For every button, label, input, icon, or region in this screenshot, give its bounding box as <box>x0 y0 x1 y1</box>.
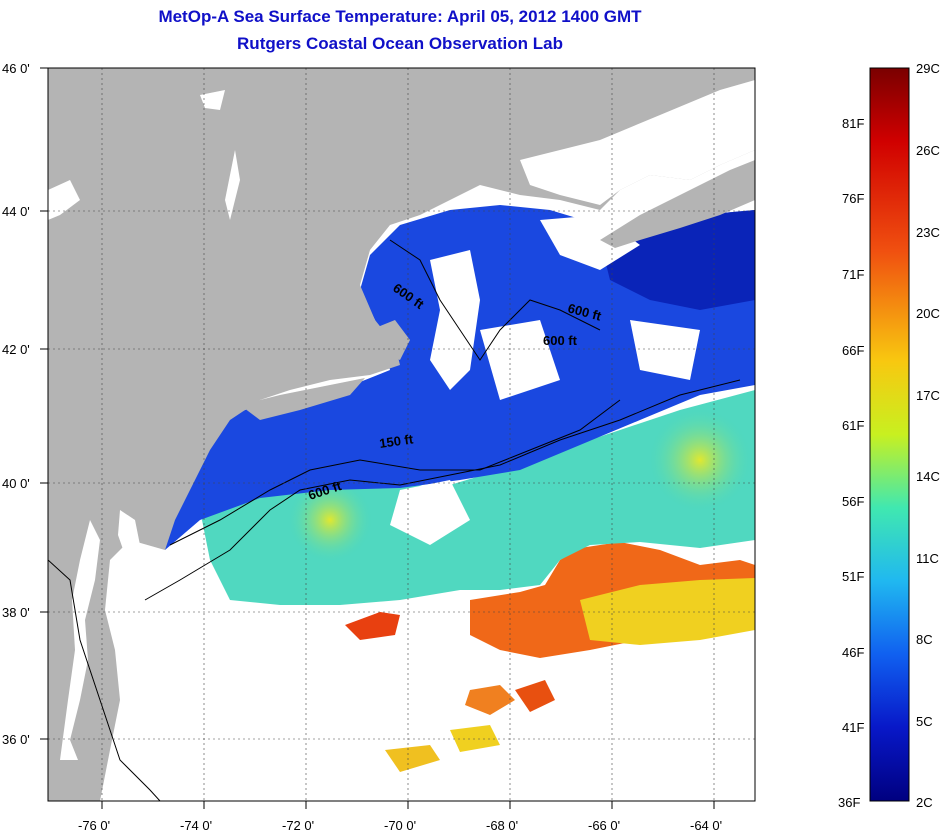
colorbar <box>869 67 910 802</box>
cbar-c-8: 8C <box>916 632 933 647</box>
cbar-f-36: 36F <box>838 795 861 810</box>
contour-label-4: 150 ft <box>378 431 414 451</box>
lat-label-46: 46 0' <box>2 61 30 76</box>
lon-label-66: -66 0' <box>588 818 621 833</box>
map-subtitle: Rutgers Coastal Ocean Observation Lab <box>237 34 563 53</box>
cloud-gap-2 <box>540 215 640 270</box>
lon-label-74: -74 0' <box>180 818 213 833</box>
lon-label-72: -72 0' <box>282 818 315 833</box>
contour-150ft <box>169 399 621 546</box>
sst-warm-patch-2 <box>515 680 555 712</box>
cbar-c-29: 29C <box>916 61 940 76</box>
lake-1 <box>200 90 225 110</box>
sst-warm-patch-3 <box>385 745 440 772</box>
cbar-f-81: 81F <box>842 116 865 131</box>
lon-label-70: -70 0' <box>384 818 417 833</box>
lake-champlain <box>225 150 240 220</box>
sst-warm-patch-1 <box>465 685 515 715</box>
map-title: MetOp-A Sea Surface Temperature: April 0… <box>158 7 642 26</box>
contour-gom <box>389 239 601 361</box>
cbar-c-26: 26C <box>916 143 940 158</box>
cbar-c-11: 11C <box>916 551 939 566</box>
cbar-c-5: 5C <box>916 714 933 729</box>
contour-600ft-shelf <box>144 379 741 601</box>
contour-coast <box>48 559 161 801</box>
lon-label-76: -76 0' <box>78 818 111 833</box>
cbar-f-41: 41F <box>842 720 865 735</box>
map-frame <box>47 67 756 802</box>
lat-label-36: 36 0' <box>2 732 30 747</box>
delaware-bay <box>118 510 140 555</box>
grid <box>48 68 755 801</box>
gulf-of-st-lawrence <box>520 80 755 205</box>
land-mainland <box>48 68 755 801</box>
cbar-f-76: 76F <box>842 191 865 206</box>
cbar-f-71: 71F <box>842 267 865 282</box>
cbar-c-17: 17C <box>916 388 940 403</box>
land-long-island <box>240 378 365 420</box>
contour-label-3: 600 ft <box>543 333 578 348</box>
lat-label-40: 40 0' <box>2 476 30 491</box>
lat-label-42: 42 0' <box>2 342 30 357</box>
sst-warm-patch-4 <box>450 725 500 752</box>
lon-label-68: -68 0' <box>486 818 519 833</box>
cloud-gap-5 <box>480 320 560 400</box>
cbar-f-66: 66F <box>842 343 865 358</box>
cbar-c-14: 14C <box>916 469 940 484</box>
cbar-f-56: 56F <box>842 494 865 509</box>
cbar-c-23: 23C <box>916 225 940 240</box>
sst-yellow-eddy <box>285 475 375 565</box>
sst-yellow-south <box>580 578 755 645</box>
land-nova-scotia <box>600 160 755 248</box>
land-cape-cod <box>370 320 410 360</box>
lat-label-38: 38 0' <box>2 605 30 620</box>
lat-label-44: 44 0' <box>2 204 30 219</box>
cbar-f-51: 51F <box>842 569 865 584</box>
sst-warm-region-2 <box>345 612 400 640</box>
cloud-gap-4 <box>630 320 700 380</box>
cbar-f-61: 61F <box>842 418 865 433</box>
sst-yellow-east <box>645 405 755 515</box>
cbar-c-2: 2C <box>916 795 933 810</box>
cbar-f-46: 46F <box>842 645 865 660</box>
axis-ticks <box>40 67 715 809</box>
cbar-c-20: 20C <box>916 306 940 321</box>
cloud-gap-3 <box>390 480 470 545</box>
cloud-gap-1 <box>430 250 480 390</box>
lon-label-64: -64 0' <box>690 818 723 833</box>
lake-2 <box>48 180 80 220</box>
